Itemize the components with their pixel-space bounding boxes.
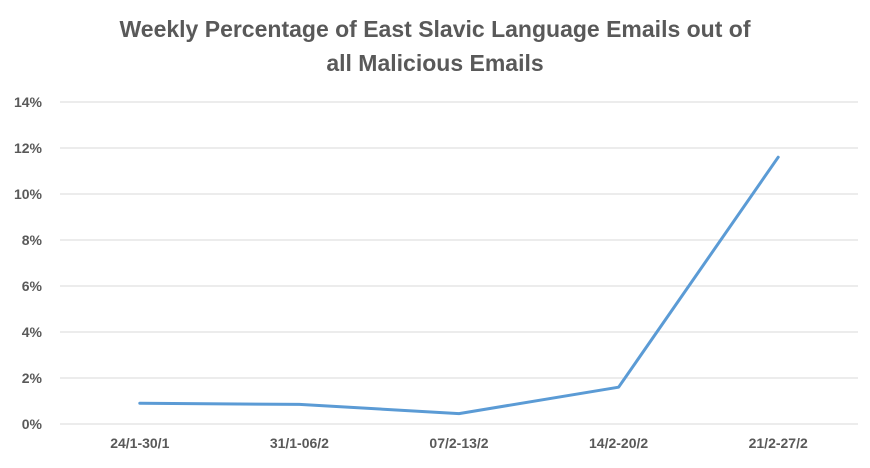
y-tick-label: 10%: [14, 186, 43, 202]
y-axis-tick-labels: 0% 2% 4% 6% 8% 10% 12% 14%: [14, 94, 43, 432]
x-tick-label: 24/1-30/1: [110, 435, 169, 451]
chart-title-line-2: all Malicious Emails: [326, 50, 544, 76]
gridlines: [60, 101, 858, 425]
x-tick-label: 21/2-27/2: [749, 435, 808, 451]
chart-title-line-1: Weekly Percentage of East Slavic Languag…: [119, 16, 751, 42]
y-tick-label: 8%: [22, 232, 43, 248]
y-tick-label: 14%: [14, 94, 43, 110]
series-line: [138, 155, 780, 416]
chart-title: Weekly Percentage of East Slavic Languag…: [0, 12, 870, 80]
y-tick-label: 2%: [22, 370, 43, 386]
y-tick-label: 6%: [22, 278, 43, 294]
y-tick-label: 0%: [22, 416, 43, 432]
y-tick-label: 12%: [14, 140, 43, 156]
series-lines: [138, 155, 780, 416]
x-tick-label: 14/2-20/2: [589, 435, 648, 451]
y-tick-label: 4%: [22, 324, 43, 340]
x-tick-label: 31/1-06/2: [270, 435, 329, 451]
x-axis-tick-labels: 24/1-30/1 31/1-06/2 07/2-13/2 14/2-20/2 21/2…: [110, 435, 808, 451]
x-tick-label: 07/2-13/2: [429, 435, 488, 451]
